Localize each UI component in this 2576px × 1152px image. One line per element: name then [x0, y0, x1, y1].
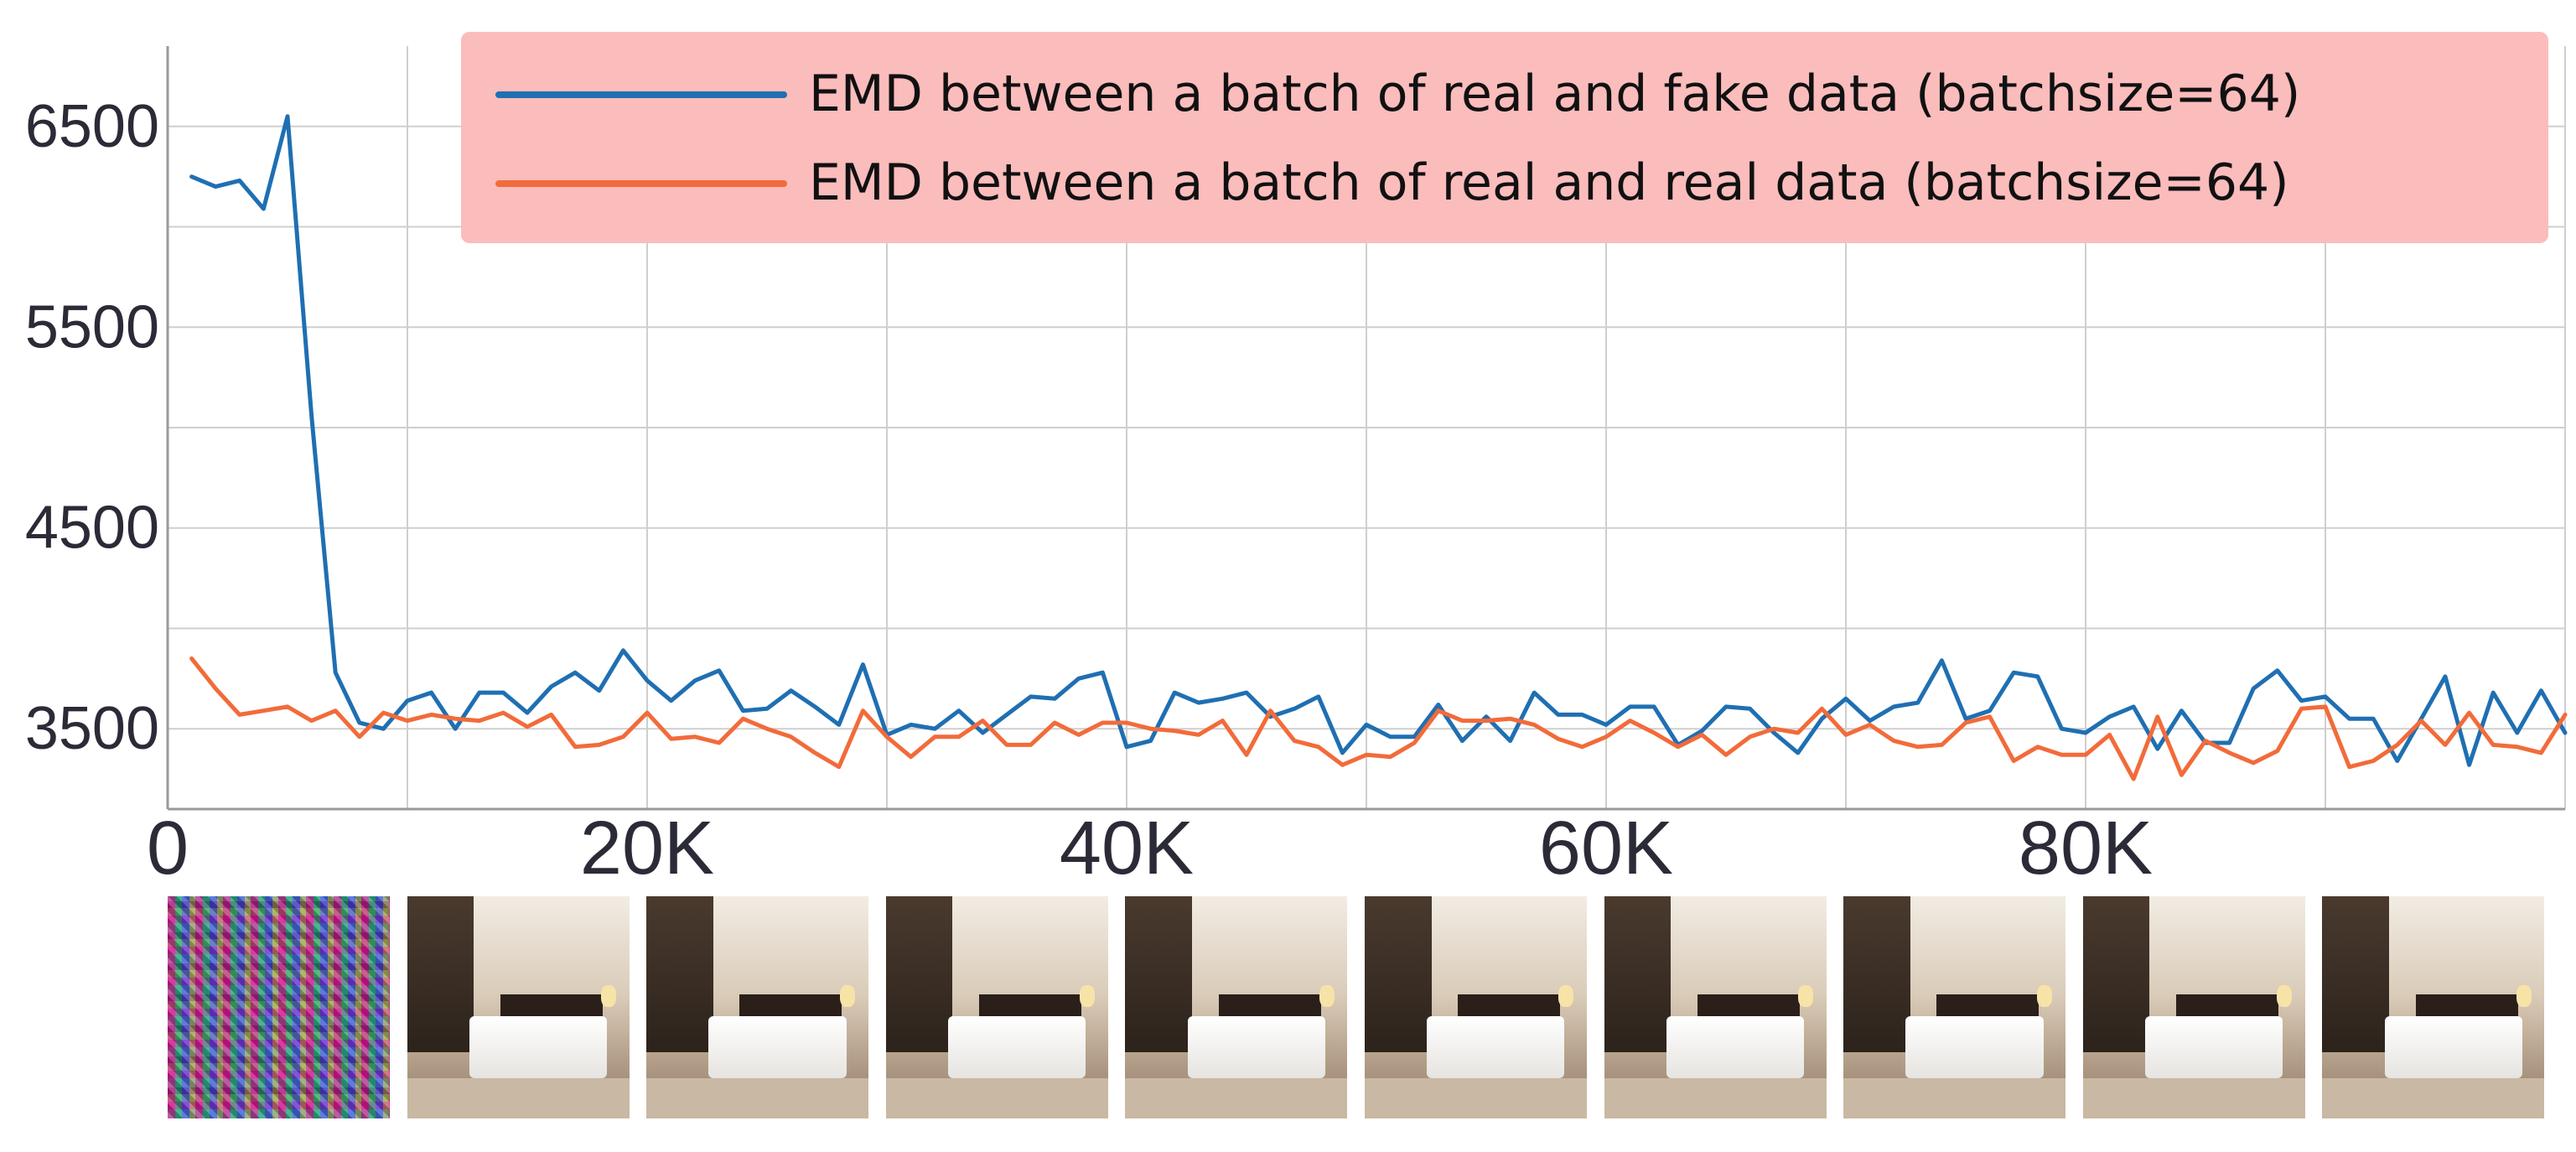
thumbnail-bedroom: [1843, 896, 2066, 1118]
x-tick-label: 20K: [580, 807, 714, 890]
thumbnail-bedroom: [2322, 896, 2545, 1118]
thumbnail-noise: [168, 896, 390, 1118]
thumbnail-bedroom: [1125, 896, 1348, 1118]
thumbnail-wall-left: [2082, 896, 2150, 1052]
series-line-real: [189, 656, 2568, 781]
chart-series: [189, 114, 2568, 781]
thumbnail-lamp: [1079, 985, 1095, 1007]
thumbnail-bedroom: [885, 896, 1108, 1118]
thumbnail-bed: [1187, 1016, 1325, 1079]
sample-thumbnails: [168, 896, 2545, 1118]
thumbnail-lamp: [1558, 985, 1574, 1007]
thumbnail-bedroom: [2082, 896, 2305, 1118]
thumbnail-wall-left: [885, 896, 953, 1052]
thumbnail-wall-left: [407, 896, 474, 1052]
thumbnail-floor: [407, 1078, 630, 1118]
thumbnail-bed: [1427, 1016, 1565, 1079]
thumbnail-wall-left: [2322, 896, 2389, 1052]
x-tick-label: 60K: [1539, 807, 1673, 890]
thumbnail-wall-left: [646, 896, 713, 1052]
thumbnail-floor: [646, 1078, 869, 1118]
thumbnail-lamp: [2276, 985, 2292, 1007]
thumbnail-bedroom: [646, 896, 869, 1118]
thumbnail-bed: [947, 1016, 1086, 1079]
y-tick-label: 6500: [25, 93, 159, 160]
thumbnail-wall-left: [1843, 896, 1910, 1052]
y-tick-label: 4500: [25, 495, 159, 562]
thumbnail-floor: [1604, 1078, 1827, 1118]
x-tick-label: 0: [147, 807, 189, 890]
thumbnail-wall-left: [1365, 896, 1432, 1052]
thumbnail-bedroom: [1604, 896, 1827, 1118]
thumbnail-floor: [2322, 1078, 2545, 1118]
thumbnail-lamp: [2516, 985, 2532, 1007]
thumbnail-lamp: [840, 985, 856, 1007]
y-tick-label: 5500: [25, 293, 159, 361]
x-tick-label: 80K: [2019, 807, 2153, 890]
thumbnail-bedroom: [407, 896, 630, 1118]
thumbnail-bed: [708, 1016, 847, 1079]
thumbnail-bed: [1905, 1016, 2044, 1079]
thumbnail-floor: [1843, 1078, 2066, 1118]
thumbnail-lamp: [2037, 985, 2053, 1007]
y-tick-label: 3500: [25, 695, 159, 762]
thumbnail-bed: [2144, 1016, 2283, 1079]
x-tick-label: 40K: [1060, 807, 1194, 890]
thumbnail-floor: [2082, 1078, 2305, 1118]
thumbnail-lamp: [1319, 985, 1335, 1007]
legend-background: [461, 32, 2548, 243]
thumbnail-lamp: [600, 985, 616, 1007]
thumbnail-lamp: [1797, 985, 1813, 1007]
thumbnail-floor: [1365, 1078, 1587, 1118]
thumbnail-floor: [1125, 1078, 1348, 1118]
thumbnail-bed: [469, 1016, 608, 1079]
chart-legend: EMD between a batch of real and fake dat…: [461, 32, 2548, 243]
thumbnail-bed: [2384, 1016, 2522, 1079]
series-line-fake: [189, 114, 2568, 767]
thumbnail-bed: [1666, 1016, 1805, 1079]
thumbnail-bedroom: [1365, 896, 1587, 1118]
thumbnail-wall-left: [1604, 896, 1672, 1052]
thumbnail-floor: [885, 1078, 1108, 1118]
legend-label-real: EMD between a batch of real and real dat…: [809, 153, 2289, 212]
thumbnail-wall-left: [1125, 896, 1192, 1052]
chart-axes: [166, 46, 2565, 811]
legend-label-fake: EMD between a batch of real and fake dat…: [809, 65, 2300, 123]
chart-tick-labels: 3500 4500 5500 6500 0 20K 40K 60K 80K: [25, 93, 2153, 890]
